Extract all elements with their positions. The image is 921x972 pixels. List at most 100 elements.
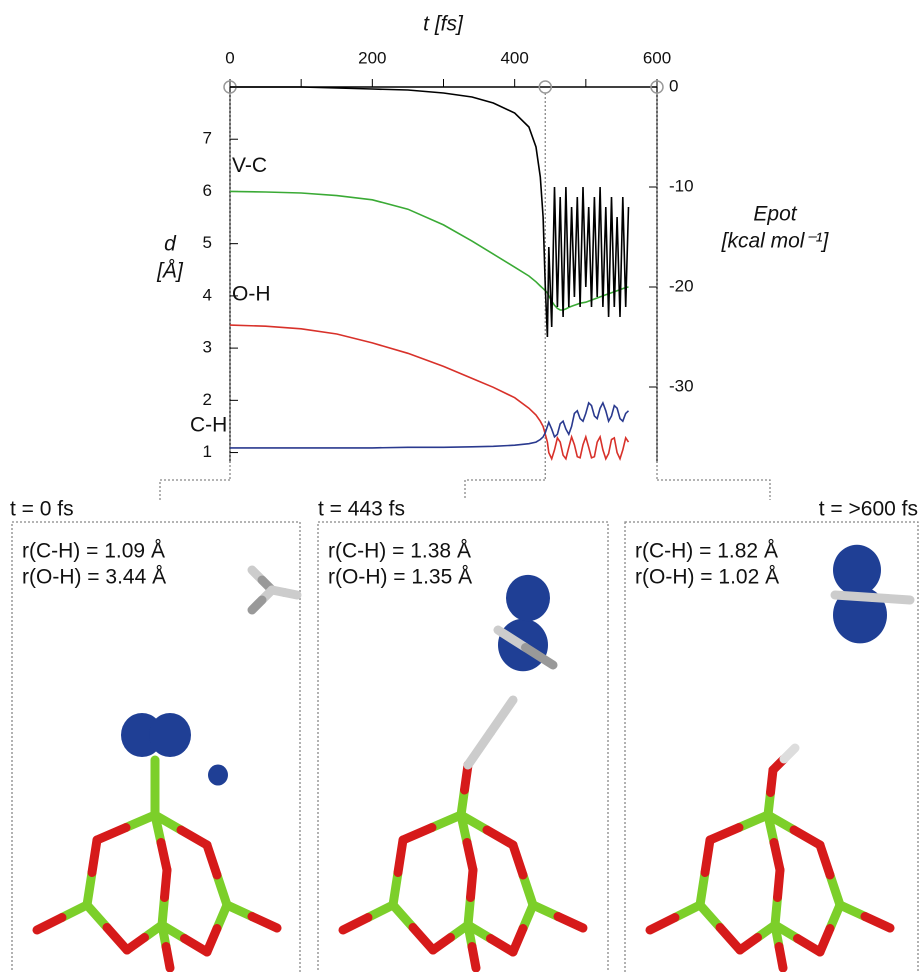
molecule (338, 574, 588, 972)
y-tick-label: 5 (203, 233, 212, 252)
bond (482, 825, 518, 850)
bond (815, 924, 835, 957)
bond (202, 840, 222, 880)
time-marker (650, 80, 664, 94)
bond (363, 900, 398, 922)
bond (774, 942, 788, 972)
y2-tick-label: -20 (669, 276, 694, 295)
bond (695, 900, 725, 932)
bond (156, 838, 172, 875)
bond (528, 900, 563, 921)
panel-frame (624, 521, 919, 972)
y2-tick-label: -10 (669, 176, 694, 195)
bond (247, 595, 267, 615)
y-tick-label: 6 (203, 181, 212, 200)
bond (779, 743, 800, 764)
bond (695, 868, 710, 910)
bond (212, 870, 232, 910)
orbital (506, 574, 550, 622)
bond (427, 810, 466, 832)
bond (102, 923, 132, 955)
bond (388, 868, 403, 910)
bond (466, 865, 478, 902)
series-label: V-C (232, 154, 267, 177)
series-line (230, 86, 630, 338)
bond (87, 835, 102, 877)
y-tick-label: 1 (203, 442, 212, 461)
bond (773, 865, 785, 902)
bond (860, 912, 895, 933)
bond (463, 893, 475, 930)
bond (280, 588, 302, 600)
bond (868, 593, 915, 605)
bond (769, 838, 785, 875)
y-tick-label: 3 (203, 338, 212, 357)
bond (508, 840, 528, 880)
panel-distance: r(O-H) = 1.02 Å (635, 566, 779, 589)
bond (150, 810, 166, 847)
bond (157, 893, 169, 930)
bond (92, 823, 131, 845)
series-label: O-H (232, 283, 271, 306)
plot: 0 200 400 600 1 2 3 4 5 6 7 0 -10 -20 -30 V-C O-H C-H (190, 48, 694, 480)
panel-distance: r(C-H) = 1.09 Å (22, 540, 165, 563)
y-tick-label: 2 (203, 390, 212, 409)
x-tick-label: 0 (225, 48, 234, 67)
bond (825, 870, 845, 910)
orbital (208, 764, 228, 786)
bond (715, 923, 745, 955)
bond (57, 900, 92, 922)
panel-time: t = 0 fs (10, 498, 74, 521)
series-label: C-H (190, 413, 227, 436)
x-axis-title: t [fs] (423, 13, 464, 36)
y-axis-title: [Å] (156, 260, 184, 283)
bond (835, 900, 870, 921)
bond (830, 590, 877, 602)
bond (393, 835, 408, 877)
panel-distance: r(O-H) = 3.44 Å (22, 566, 166, 589)
bond (338, 913, 373, 935)
bond (160, 865, 172, 902)
series-line (229, 324, 630, 462)
y2-tick-label: 0 (669, 76, 678, 95)
molecule (32, 565, 302, 972)
bond (462, 838, 478, 875)
bond (408, 923, 438, 955)
bond (645, 913, 680, 935)
molecules (32, 544, 915, 972)
bond (518, 870, 538, 910)
bond (789, 825, 825, 850)
panel-distance: r(C-H) = 1.38 Å (328, 540, 471, 563)
panel-frame (11, 521, 301, 972)
bond (456, 810, 472, 847)
panel-time: t = 443 fs (318, 498, 405, 521)
bond (161, 942, 175, 972)
series-line (230, 400, 630, 449)
bond (428, 933, 455, 955)
bond (176, 825, 212, 850)
x-tick-label: 600 (643, 48, 671, 67)
panel-frame (317, 521, 609, 972)
bond (247, 912, 282, 933)
y2-tick-label: -30 (669, 376, 694, 395)
y2-axis-title: [kcal mol⁻¹] (721, 230, 830, 253)
bond (398, 823, 437, 845)
bond (735, 933, 762, 955)
bond (763, 810, 779, 847)
orbital (833, 544, 881, 596)
bond (122, 933, 149, 955)
bond (700, 835, 715, 877)
bond (467, 942, 481, 972)
bond (493, 625, 530, 652)
molecule (645, 544, 915, 972)
bond (121, 810, 160, 832)
y2-axis-title: Epot (753, 203, 797, 226)
bond (770, 893, 782, 930)
connector (159, 479, 771, 500)
panel-time: t = >600 fs (819, 498, 918, 521)
bond (670, 900, 705, 922)
bond (705, 823, 744, 845)
